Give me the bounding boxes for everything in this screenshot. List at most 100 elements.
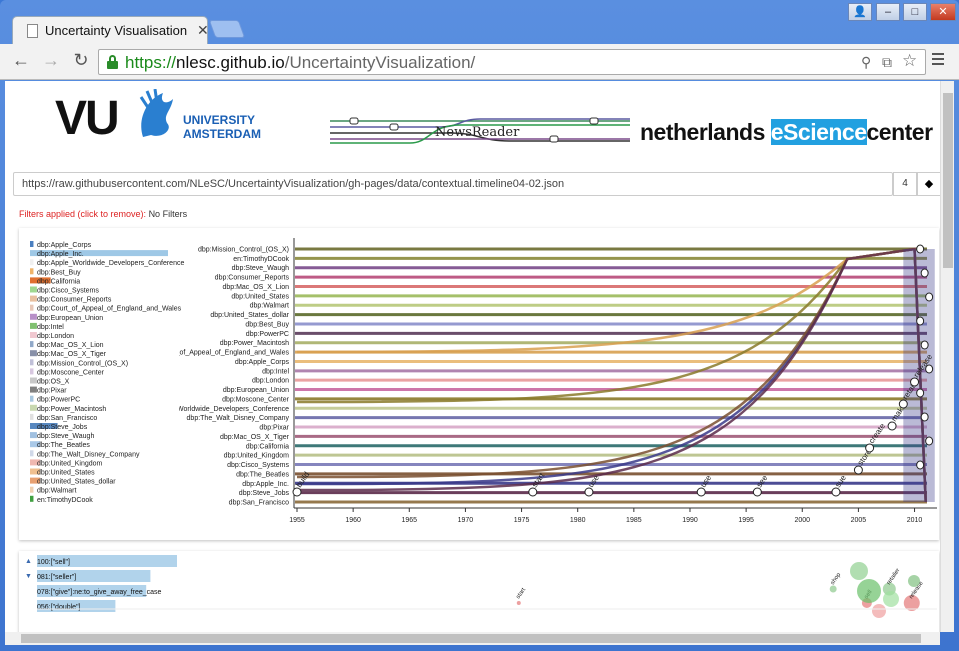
word-label[interactable]: 056:["double"] [37, 604, 81, 611]
user-icon[interactable]: 👤 [848, 3, 872, 21]
event-node[interactable] [584, 487, 594, 497]
legend-bar[interactable] [30, 259, 34, 266]
legend-label[interactable]: dbp:Apple_Worldwide_Developers_Conferenc… [37, 260, 184, 267]
legend-bar[interactable] [30, 450, 34, 457]
legend-label[interactable]: dbp:Steve_Jobs [37, 424, 88, 431]
legend-bar[interactable] [30, 477, 41, 484]
legend-label[interactable]: dbp:Intel [37, 324, 64, 331]
legend-bar[interactable] [30, 413, 34, 420]
legend-bar[interactable] [30, 313, 37, 320]
word-bubble[interactable] [872, 604, 886, 618]
legend-label[interactable]: dbp:Pixar [37, 388, 67, 395]
event-node[interactable] [887, 421, 897, 431]
word-bar[interactable] [37, 585, 147, 597]
legend-label[interactable]: dbp:Court_of_Appeal_of_England_and_Wales [37, 306, 182, 313]
word-dot[interactable] [903, 595, 920, 611]
legend-bar[interactable] [30, 322, 37, 329]
legend-label[interactable]: dbp:The_Beatles [37, 442, 90, 449]
legend-bar[interactable] [30, 486, 34, 493]
number-input[interactable]: 4 [893, 172, 917, 196]
legend-bar[interactable] [30, 250, 168, 257]
horizontal-scroll-thumb[interactable] [21, 634, 921, 643]
legend-bar[interactable] [30, 295, 37, 302]
vertical-scrollbar[interactable] [940, 81, 954, 632]
legend-label[interactable]: dbp:Moscone_Center [37, 369, 105, 376]
minimize-button[interactable]: – [876, 3, 900, 21]
legend-label[interactable]: dbp:United_Kingdom [37, 460, 103, 467]
legend-label[interactable]: dbp:Mission_Control_(OS_X) [37, 360, 128, 367]
event-node[interactable] [920, 340, 929, 350]
legend-label[interactable]: dbp:European_Union [37, 315, 103, 322]
legend-bar[interactable] [30, 432, 37, 439]
legend-bar[interactable] [30, 268, 34, 275]
legend-bar[interactable] [30, 350, 37, 357]
browser-tab[interactable]: Uncertainty Visualisation ✕ [12, 16, 209, 44]
event-curve[interactable] [296, 247, 928, 503]
legend-label[interactable]: dbp:PowerPC [37, 397, 80, 404]
vertical-scroll-thumb[interactable] [943, 93, 953, 268]
legend-bar[interactable] [30, 359, 34, 366]
translate-icon[interactable]: ⧉ [882, 54, 892, 70]
event-node[interactable] [916, 388, 925, 398]
event-node[interactable] [696, 487, 706, 497]
legend-label[interactable]: dbp:San_Francisco [37, 415, 97, 422]
event-node[interactable] [865, 443, 875, 453]
horizontal-scrollbar[interactable] [5, 632, 940, 645]
word-bar[interactable] [37, 570, 151, 582]
legend-bar[interactable] [30, 241, 34, 247]
legend-label[interactable]: dbp:Cisco_Systems [37, 288, 99, 295]
close-window-button[interactable]: ✕ [930, 3, 956, 21]
event-node[interactable] [898, 399, 908, 409]
star-icon[interactable]: ☆ [902, 51, 918, 70]
word-label[interactable]: 078:["give"]:ne:to_give_away_free_case [37, 589, 162, 596]
word-label[interactable]: 081:["seller"] [37, 574, 76, 581]
legend-bar[interactable] [30, 368, 34, 375]
legend-label[interactable]: dbp:United_States [37, 470, 95, 477]
menu-icon[interactable] [932, 53, 944, 68]
legend-bar[interactable] [30, 332, 37, 338]
legend-bar[interactable] [30, 495, 34, 502]
filters-status[interactable]: Filters applied (click to remove): No Fi… [19, 209, 188, 219]
legend-bar[interactable] [30, 341, 34, 348]
sort-down-icon[interactable]: ▼ [25, 573, 32, 580]
close-tab-icon[interactable]: ✕ [197, 22, 209, 38]
event-curve[interactable] [296, 247, 928, 503]
legend-bar[interactable] [30, 468, 41, 475]
event-node[interactable] [831, 487, 841, 497]
legend-label[interactable]: dbp:Steve_Waugh [37, 433, 94, 440]
legend-bar[interactable] [30, 404, 37, 411]
event-node[interactable] [910, 377, 920, 387]
word-bubble[interactable] [857, 579, 881, 603]
legend-label[interactable]: dbp:California [37, 278, 80, 285]
event-node[interactable] [925, 436, 934, 446]
legend-label[interactable]: dbp:Mac_OS_X_Lion [37, 342, 104, 349]
word-label[interactable]: 100:["sell"] [37, 559, 70, 566]
legend-label[interactable]: dbp:Power_Macintosh [37, 406, 106, 413]
event-node[interactable] [920, 412, 929, 422]
legend-bar[interactable] [30, 441, 41, 448]
event-node[interactable] [925, 364, 934, 374]
legend-label[interactable]: dbp:OS_X [37, 379, 70, 386]
word-bar[interactable] [37, 555, 177, 567]
legend-label[interactable]: dbp:Apple_Inc. [37, 251, 84, 258]
legend-label[interactable]: dbp:Consumer_Reports [37, 297, 112, 304]
legend-label[interactable]: dbp:Walmart [37, 488, 76, 495]
event-curve[interactable] [296, 247, 928, 503]
address-bar[interactable]: https://nlesc.github.io/UncertaintyVisua… [98, 49, 926, 75]
legend-bar[interactable] [30, 459, 41, 466]
event-node[interactable] [916, 316, 925, 326]
legend-bar[interactable] [30, 395, 34, 402]
maximize-button[interactable]: □ [903, 3, 927, 21]
event-node[interactable] [528, 487, 538, 497]
legend-label[interactable]: en:TimothyDCook [37, 497, 93, 504]
word-dot[interactable] [829, 585, 837, 593]
word-dot[interactable] [516, 601, 521, 605]
legend-label[interactable]: dbp:London [37, 333, 74, 340]
legend-label[interactable]: dbp:United_States_dollar [37, 479, 116, 486]
reload-icon[interactable]: ↻ [73, 50, 89, 70]
legend-label[interactable]: dbp:Best_Buy [37, 269, 81, 276]
word-bubble[interactable] [883, 591, 899, 607]
event-node[interactable] [916, 460, 925, 470]
word-bubble[interactable] [850, 562, 868, 580]
sort-up-icon[interactable]: ▲ [25, 558, 32, 565]
